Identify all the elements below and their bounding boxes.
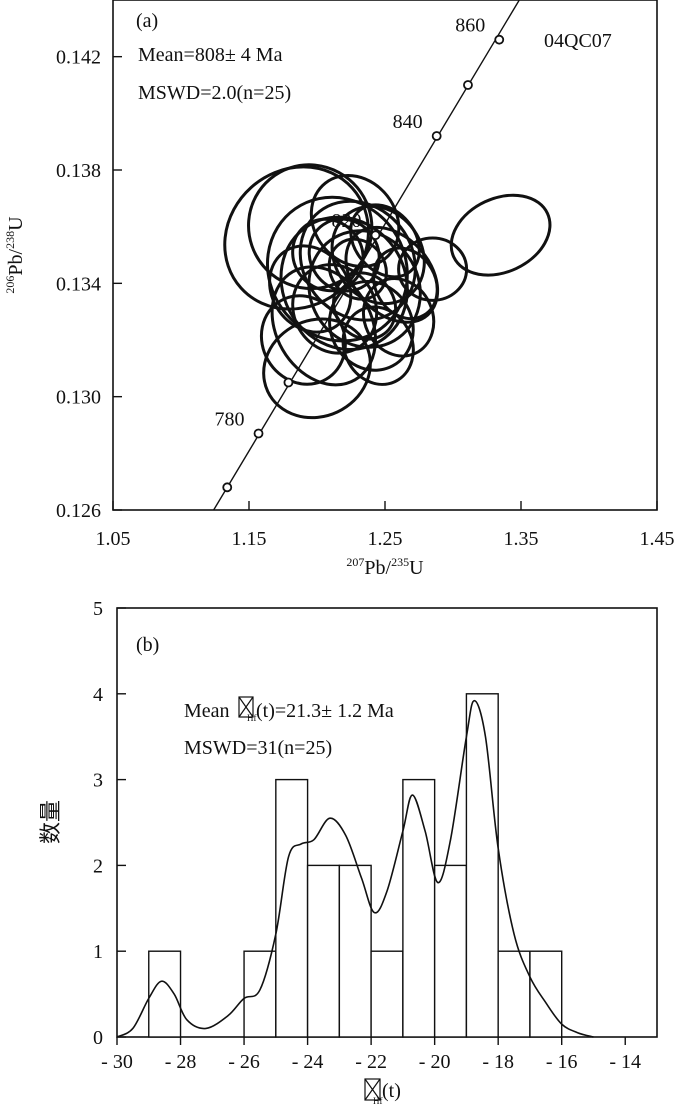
x-axis-label: 207Pb/235U [346, 555, 424, 579]
error-ellipse [268, 244, 353, 334]
error-ellipse [341, 305, 415, 386]
y-tick-label: 0.126 [56, 500, 101, 522]
y-tick-label: 0 [93, 1027, 103, 1049]
y-tick-label: 0.130 [56, 387, 101, 409]
concordia-age-label: 860 [455, 15, 485, 37]
histogram-bars [148, 693, 563, 1038]
histogram-bar [148, 950, 182, 1038]
histogram-bar [497, 950, 531, 1038]
x-tick-label: 1.15 [232, 528, 267, 550]
error-ellipse [372, 246, 439, 321]
y-tick-label: 3 [93, 770, 103, 792]
error-ellipse [307, 229, 422, 349]
y-axis-ticks: 0 1 2 3 4 5 [93, 598, 126, 1049]
concordia-age-label: 820 [331, 210, 361, 232]
mean-age-annotation: Mean=808± 4 Ma [138, 44, 283, 66]
x-axis-label-sup1: 207 [346, 555, 364, 569]
x-axis-ticks: - 30 - 28 - 26 - 24 - 22 - 20 - 18 - 16 - 14 [101, 1037, 641, 1073]
x-axis-label-post: U [409, 557, 424, 579]
y-tick-label: 5 [93, 598, 103, 620]
y-axis-label: 数量 [39, 800, 64, 844]
y-axis-label: 206Pb/238U [3, 216, 27, 294]
y-tick-label: 4 [93, 684, 103, 706]
x-axis-label-sup2: 235 [391, 555, 409, 569]
x-tick-label: - 14 [609, 1051, 641, 1073]
x-axis-label: Hf (t) [364, 1078, 401, 1106]
x-tick-label: - 24 [292, 1051, 324, 1073]
x-tick-label: - 26 [228, 1051, 260, 1073]
mean-prefix: Mean [184, 700, 230, 722]
sample-name: 04QC07 [544, 30, 612, 52]
x-tick-label: - 30 [101, 1051, 133, 1073]
y-tick-label: 0.134 [56, 273, 101, 295]
histogram-bar [243, 950, 277, 1038]
concordia-age-label: 780 [215, 409, 245, 431]
concordia-age-marker [463, 80, 473, 90]
x-tick-label: - 18 [482, 1051, 514, 1073]
x-axis-label-suffix: (t) [382, 1080, 401, 1102]
y-tick-label: 0.138 [56, 160, 101, 182]
x-tick-label: 1.45 [640, 528, 675, 550]
y-tick-label: 1 [93, 941, 103, 963]
concordia-age-label: 840 [393, 111, 423, 133]
mean-epsilon-annotation: Mean Hf (t)=21.3± 1.2 Ma [184, 696, 394, 723]
x-tick-label: 1.25 [368, 528, 403, 550]
histogram-bar [529, 950, 563, 1038]
concordia-age-markers [222, 34, 505, 493]
histogram-bar [433, 864, 468, 1038]
concordia-age-labels: 780 820 840 860 [215, 15, 486, 431]
probability-density-curve [116, 699, 594, 1038]
x-tick-label: 1.05 [96, 528, 131, 550]
histogram-bar [402, 778, 436, 1038]
histogram-bar [465, 693, 499, 1038]
error-ellipse [332, 271, 398, 341]
y-tick-label: 0.142 [56, 47, 101, 69]
concordia-curve [213, 0, 521, 510]
error-ellipses [223, 163, 552, 420]
mswd-annotation: MSWD=31(n=25) [184, 737, 332, 759]
concordia-age-marker [283, 377, 294, 388]
concordia-age-marker [222, 482, 233, 493]
histogram-bar [370, 950, 404, 1038]
y-tick-label: 2 [93, 855, 103, 877]
y-axis-label-main: Pb/ [5, 248, 27, 275]
concordia-age-marker [370, 230, 381, 241]
y-axis-ticks: 0.126 0.130 0.134 0.138 0.142 [56, 47, 122, 522]
x-axis-ticks: 1.05 1.15 1.25 1.35 1.45 [96, 501, 675, 550]
epsilon-subscript: Hf [373, 1096, 383, 1106]
x-tick-label: 1.35 [504, 528, 539, 550]
x-tick-label: - 20 [419, 1051, 451, 1073]
x-tick-label: - 28 [165, 1051, 197, 1073]
y-axis-label-post: U [5, 216, 27, 231]
x-axis-label-main: Pb/ [364, 557, 391, 579]
mswd-annotation: MSWD=2.0(n=25) [138, 82, 291, 104]
plot-frame [112, 0, 658, 511]
concordia-age-marker [253, 428, 264, 439]
x-tick-label: - 16 [546, 1051, 578, 1073]
concordia-age-marker [431, 131, 442, 141]
histogram-bar [275, 778, 309, 1038]
histogram-bar [306, 864, 341, 1038]
y-axis-label-sup1: 206 [3, 276, 17, 294]
epsilon-subscript: Hf [247, 713, 257, 723]
concordia-age-marker [494, 34, 505, 45]
panel-label: (a) [136, 10, 158, 32]
mean-suffix: (t)=21.3± 1.2 Ma [256, 700, 394, 722]
epsilon-glyph-icon: Hf [238, 696, 257, 723]
panel-label: (b) [136, 634, 159, 656]
epsilon-glyph-icon: Hf [364, 1078, 383, 1106]
y-axis-label-sup2: 238 [3, 231, 17, 249]
x-tick-label: - 22 [355, 1051, 387, 1073]
error-ellipse [291, 217, 365, 293]
error-ellipse [449, 193, 552, 277]
